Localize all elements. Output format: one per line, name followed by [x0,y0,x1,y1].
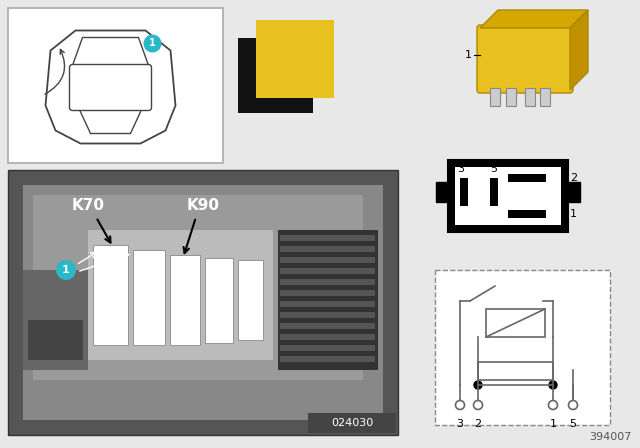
Bar [93,245,128,345]
Bar [238,38,313,113]
Circle shape [548,401,557,409]
Bar [508,174,546,182]
Text: 1: 1 [550,419,557,429]
Bar [278,230,378,370]
Polygon shape [79,108,143,134]
Bar [256,20,334,98]
Bar [170,255,200,345]
Bar [280,301,375,307]
Bar [280,257,375,263]
Text: 3: 3 [456,419,463,429]
Text: 5: 5 [490,164,497,174]
Bar [508,210,546,218]
Bar [525,88,535,106]
Bar [88,230,273,360]
Bar [478,362,553,380]
Bar [280,312,375,318]
Bar [205,258,233,343]
Text: K70: K70 [72,198,104,212]
Circle shape [568,401,577,409]
Bar [486,309,545,337]
Text: 1: 1 [149,39,156,48]
Polygon shape [570,10,588,90]
Bar [8,8,223,163]
Bar [280,268,375,274]
Bar [280,246,375,252]
Circle shape [56,260,76,280]
Circle shape [474,381,482,389]
Bar [436,182,450,202]
Bar [280,356,375,362]
Bar [280,235,375,241]
Bar [280,345,375,351]
Text: 394007: 394007 [589,432,632,442]
Text: 2: 2 [474,419,481,429]
Text: K90: K90 [186,198,220,212]
Circle shape [549,381,557,389]
Text: 5: 5 [570,419,577,429]
Polygon shape [480,10,588,28]
Bar [490,178,498,206]
Bar [23,270,88,370]
Bar [490,88,500,106]
FancyBboxPatch shape [477,25,573,93]
Bar [506,88,516,106]
Text: 1: 1 [570,209,577,219]
Bar [448,160,568,232]
FancyBboxPatch shape [70,65,152,111]
Bar [238,260,263,340]
Text: 3: 3 [458,164,465,174]
FancyArrowPatch shape [45,49,65,94]
Bar [133,250,165,345]
Polygon shape [72,38,148,65]
Bar [280,323,375,329]
Text: 024030: 024030 [331,418,373,428]
Bar [280,279,375,285]
Bar [308,413,396,433]
Bar [435,270,610,425]
Bar [28,320,83,360]
Bar [280,334,375,340]
Bar [8,170,398,435]
Bar [540,88,550,106]
Bar [23,185,383,420]
Bar [460,178,468,206]
Text: 1: 1 [465,50,472,60]
Polygon shape [45,30,175,143]
Bar [455,167,561,225]
Circle shape [143,34,161,52]
Bar [280,290,375,296]
Text: 1: 1 [62,265,70,275]
Bar [33,195,363,380]
Text: 2: 2 [570,173,577,183]
Bar [566,182,580,202]
Circle shape [474,401,483,409]
Circle shape [456,401,465,409]
